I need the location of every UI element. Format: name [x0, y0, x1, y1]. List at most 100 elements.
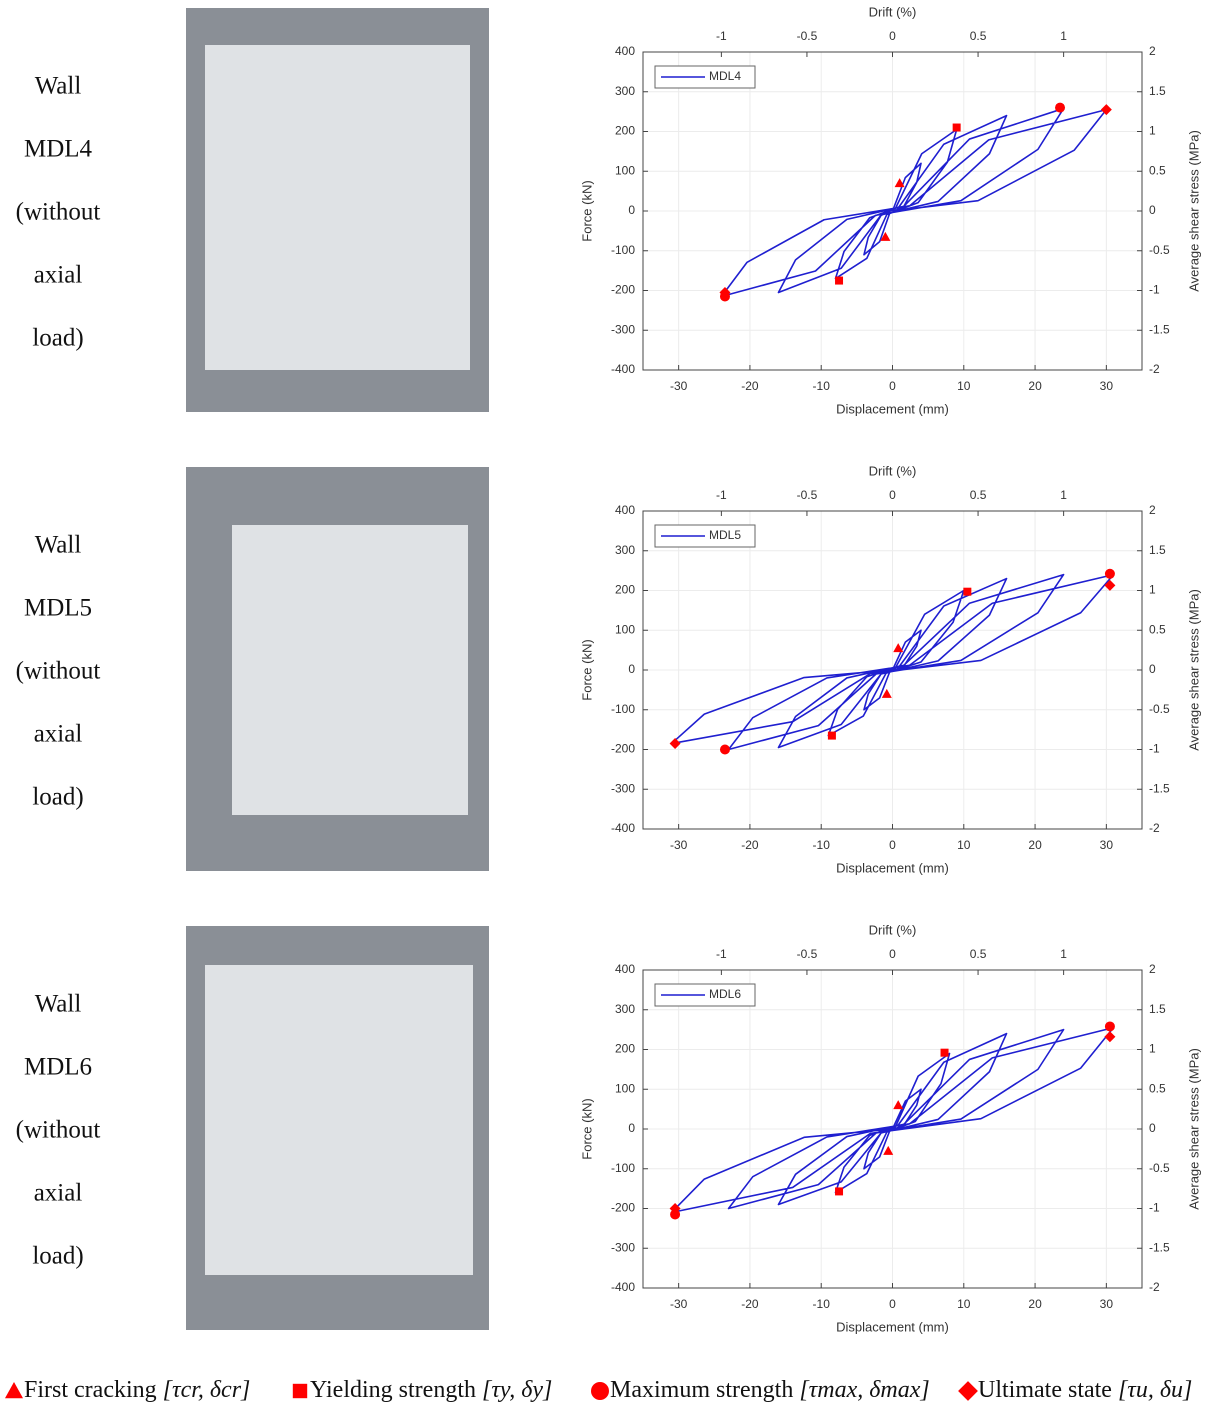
y-axis-label: Force (kN)	[579, 180, 594, 241]
event-marker	[669, 1203, 681, 1214]
event-marker	[669, 738, 681, 750]
event-marker	[719, 286, 731, 298]
y2-axis-label: Average shear stress (MPa)	[1186, 130, 1201, 292]
y-tick-label: 0	[628, 203, 635, 217]
x-tick-label: -30	[670, 838, 688, 852]
wall-label: (without	[16, 1117, 101, 1144]
y2-tick-label: -1.5	[1149, 322, 1170, 336]
legend-marker	[591, 1382, 609, 1400]
photos	[186, 8, 489, 1330]
hysteresis-line	[720, 107, 1108, 298]
y-axis-label: Force (kN)	[579, 1098, 594, 1159]
plot-frame	[642, 969, 1143, 1289]
wall-label: load)	[32, 325, 83, 352]
x2-tick-label: 0	[889, 29, 896, 43]
y2-tick-label: 0	[1149, 662, 1156, 676]
y-tick-label: -100	[611, 243, 635, 257]
wall-label: Wall	[35, 73, 82, 100]
x2-tick-label: 0.5	[970, 947, 987, 961]
y2-tick-label: 1.5	[1149, 1002, 1166, 1016]
y-tick-label: -200	[611, 1201, 635, 1215]
legend-marker	[5, 1382, 23, 1399]
x-tick-label: -10	[813, 838, 831, 852]
x2-tick-label: -0.5	[797, 488, 818, 502]
y-tick-label: -200	[611, 283, 635, 297]
wall-label: MDL6	[24, 1054, 92, 1081]
event-marker	[894, 178, 905, 188]
y2-tick-label: 1	[1149, 1042, 1156, 1056]
x2-tick-label: -1	[716, 29, 727, 43]
x-tick-label: -30	[670, 1297, 688, 1311]
y2-tick-label: -1	[1149, 1201, 1160, 1215]
y-tick-label: 400	[615, 962, 635, 976]
event-marker	[1100, 104, 1112, 116]
event-marker	[881, 688, 892, 698]
legend-notation: [τy, δy]	[482, 1377, 552, 1403]
legend-label: First cracking	[24, 1377, 157, 1403]
y-tick-label: 200	[615, 124, 635, 138]
x2-tick-label: 0	[889, 947, 896, 961]
wall-label: Wall	[35, 991, 82, 1018]
y2-tick-label: 2	[1149, 503, 1156, 517]
y-tick-label: 100	[615, 163, 635, 177]
legend-notation: [τu, δu]	[1118, 1377, 1192, 1403]
x2-axis-label: Drift (%)	[869, 4, 917, 19]
x2-axis-label: Drift (%)	[869, 922, 917, 937]
event-marker	[1104, 568, 1115, 579]
y2-tick-label: 1	[1149, 583, 1156, 597]
y2-tick-label: 1.5	[1149, 543, 1166, 557]
x-tick-label: 30	[1100, 838, 1114, 852]
event-marker	[880, 231, 891, 241]
hysteresis-line	[670, 573, 1115, 751]
legend-label: Maximum strength	[610, 1377, 793, 1403]
y-tick-label: 0	[628, 1121, 635, 1135]
legend-item: Maximum strength [τmax, δmax]	[610, 1377, 930, 1403]
y2-tick-label: 0	[1149, 203, 1156, 217]
y-tick-label: -300	[611, 781, 635, 795]
y-tick-label: -200	[611, 742, 635, 756]
y2-tick-label: -1.5	[1149, 1240, 1170, 1254]
y2-tick-label: 0	[1149, 1121, 1156, 1135]
y2-tick-label: -1	[1149, 742, 1160, 756]
event-marker	[835, 276, 844, 285]
event-marker	[952, 123, 961, 132]
y-tick-label: 400	[615, 503, 635, 517]
legend-item: Yielding strength [τy, δy]	[310, 1377, 552, 1403]
y-tick-label: 400	[615, 44, 635, 58]
x-tick-label: -10	[813, 1297, 831, 1311]
wall-label: load)	[32, 1243, 83, 1270]
x-tick-label: -20	[741, 838, 759, 852]
y2-axis-label: Average shear stress (MPa)	[1186, 589, 1201, 751]
y2-tick-label: 0.5	[1149, 622, 1166, 636]
x-tick-label: 0	[889, 1297, 896, 1311]
x-tick-label: -30	[670, 379, 688, 393]
legend-label: Ultimate state	[978, 1377, 1112, 1403]
wall-label: Wall	[35, 532, 82, 559]
y2-axis-label: Average shear stress (MPa)	[1186, 1048, 1201, 1210]
x-tick-label: 10	[957, 379, 971, 393]
event-marker	[827, 731, 836, 740]
x2-tick-label: 0.5	[970, 29, 987, 43]
legend-label: MDL4	[709, 69, 741, 83]
y2-tick-label: -0.5	[1149, 1161, 1170, 1175]
x-tick-label: 30	[1100, 379, 1114, 393]
wall-label: load)	[32, 784, 83, 811]
plot-frame	[642, 510, 1143, 830]
wall-label: (without	[16, 658, 101, 685]
x-tick-label: 0	[889, 379, 896, 393]
x-axis-label: Displacement (mm)	[836, 860, 949, 875]
legend-label: MDL5	[709, 528, 741, 542]
y2-tick-label: 1.5	[1149, 84, 1166, 98]
event-marker	[893, 643, 904, 653]
x2-tick-label: -0.5	[797, 947, 818, 961]
y2-tick-label: -2	[1149, 821, 1160, 835]
x-tick-label: 10	[957, 1297, 971, 1311]
y2-tick-label: -1	[1149, 283, 1160, 297]
y2-tick-label: -0.5	[1149, 702, 1170, 716]
y2-tick-label: 0.5	[1149, 163, 1166, 177]
wall	[205, 45, 470, 370]
x-axis-label: Displacement (mm)	[836, 401, 949, 416]
event-marker	[883, 1145, 894, 1155]
y-tick-label: -300	[611, 322, 635, 336]
legend-label: MDL6	[709, 987, 741, 1001]
